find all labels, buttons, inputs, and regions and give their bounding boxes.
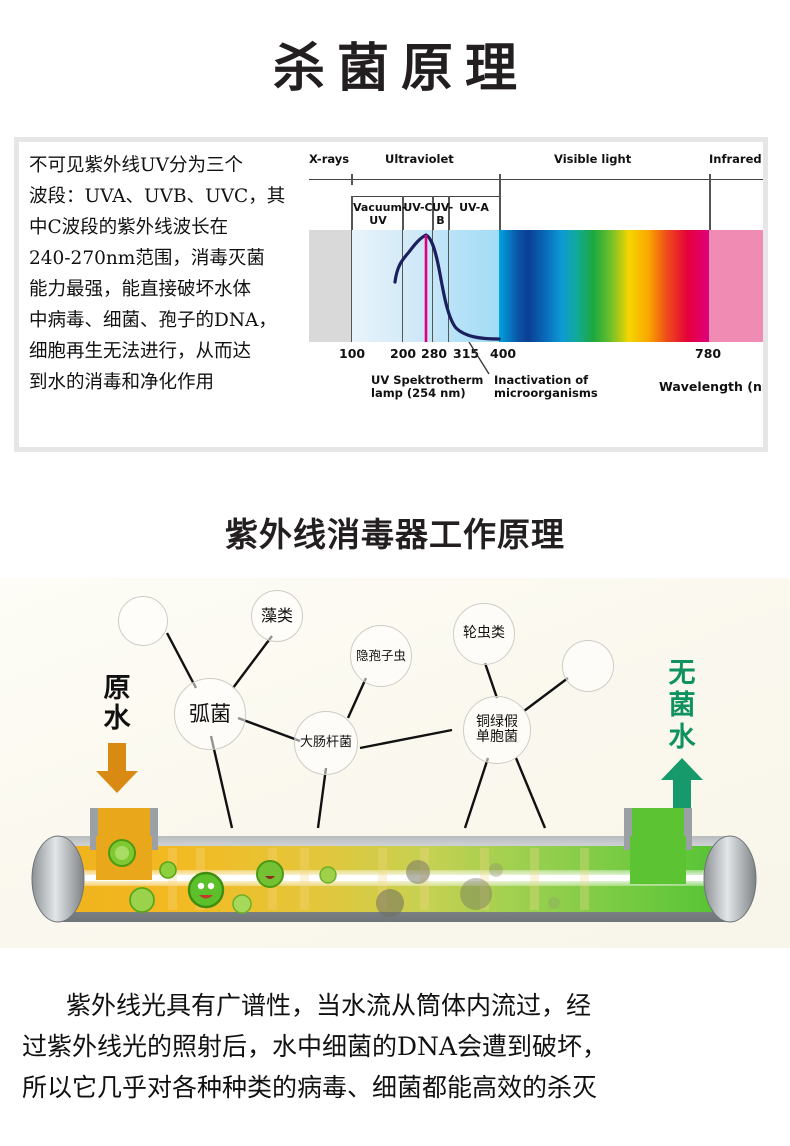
connector-rotifer-pseudo — [483, 662, 499, 699]
inlet-arrow-icon — [96, 743, 138, 793]
connector-pseudo-empty2 — [523, 677, 569, 712]
tick-label-280: 280 — [421, 346, 448, 361]
outlet-label-line2: 菌 — [668, 690, 696, 721]
node-empty-2[interactable] — [562, 640, 614, 692]
subband-vacuum-uv-line1: Vacuum- — [353, 201, 407, 214]
note-inactivation-line2: microorganisms — [494, 386, 598, 400]
spectrum-region-infrared — [709, 230, 763, 342]
intro-line: 不可见紫外线UV分为三个 — [29, 155, 243, 176]
intro-line: 240-270nm范围，消毒灭菌 — [29, 248, 265, 269]
connector-ecoli-pseudo — [359, 728, 453, 750]
footer-line: 所以它几乎对各种种类的病毒、细菌都能高效的杀灭 — [22, 1073, 598, 1102]
band-label-visible: Visible light — [554, 152, 632, 166]
connector-crypto-ecoli — [346, 677, 368, 719]
subband-uvb-line1: UV- — [432, 201, 454, 214]
annotation-leader-svg — [468, 342, 490, 375]
node-algae[interactable]: 藻类 — [251, 590, 303, 642]
note-lamp-line1: UV Spektrotherm — [371, 373, 484, 387]
subband-vacuum-uv-line2: UV — [369, 213, 387, 227]
spectrum-color-bar — [309, 230, 763, 342]
connector-algae-vibrio — [232, 635, 273, 689]
spectrum-region-visible — [499, 230, 709, 342]
node-cryptosporidium[interactable]: 隐孢子虫 — [350, 625, 412, 687]
spectrum-divider-315 — [448, 230, 450, 342]
intro-line: 中C波段的紫外线波长在 — [29, 217, 229, 238]
axis-tick-100 — [351, 174, 353, 185]
footer-paragraph: 紫外线光具有广谱性，当水流从筒体内流过，经 过紫外线光的照射后，水中细菌的DNA… — [22, 985, 768, 1108]
intro-line: 细胞再生无法进行，从而达 — [29, 341, 252, 362]
germicidal-curve-svg — [393, 233, 501, 342]
node-rotifer[interactable]: 轮虫类 — [453, 603, 515, 665]
node-label: 弧菌 — [189, 701, 231, 726]
microbe-group-live — [108, 839, 337, 914]
tick-label-780: 780 — [695, 346, 722, 361]
spectrum-axis-line — [309, 179, 763, 180]
uv-reactor-tube — [31, 808, 757, 923]
inlet-label-line1: 原 — [103, 673, 131, 704]
connector-pseudo-tube-right — [514, 757, 547, 829]
subband-uvc: UV-C — [403, 201, 433, 214]
node-empty-1[interactable] — [118, 596, 168, 646]
subtick-315 — [448, 196, 450, 230]
microbe-group-inactivated — [376, 860, 560, 917]
band-label-infrared: Infrared — [709, 152, 762, 166]
intro-line: 能力最强，能直接破坏水体 — [29, 279, 252, 300]
spectrum-divider-200 — [402, 230, 404, 342]
node-label: 大肠杆菌 — [299, 734, 352, 750]
connector-ecoli-tube — [316, 767, 328, 829]
band-label-ultraviolet: Ultraviolet — [385, 152, 454, 166]
germicidal-curve-path — [393, 233, 501, 341]
page-title: 杀菌原理 — [272, 38, 529, 99]
inlet-label-line2: 水 — [103, 703, 131, 734]
outlet-label-line1: 无 — [668, 658, 696, 689]
node-label: 轮虫类 — [463, 625, 505, 642]
subtick-200 — [402, 196, 404, 230]
tick-label-200: 200 — [390, 346, 417, 361]
connector-vibrio-ecoli — [237, 716, 301, 743]
subband-uva: UV-A — [459, 201, 489, 214]
footer-line: 过紫外线光的照射后，水中细菌的DNA会遭到破坏， — [22, 1032, 607, 1061]
reactor-diagram: 藻类 弧菌 隐孢子虫 轮虫类 大肠杆菌 铜绿假 单胞菌 原 水 — [0, 578, 790, 948]
footer-line: 紫外线光具有广谱性，当水流从筒体内流过，经 — [66, 991, 592, 1020]
spectrum-chart: X-rays Ultraviolet Visible light Infrare… — [309, 152, 763, 442]
node-pseudomonas[interactable]: 铜绿假 单胞菌 — [463, 696, 531, 764]
node-label-line1: 铜绿假 — [476, 713, 518, 730]
connector-pseudo-tube-left — [463, 757, 490, 829]
intro-line: 波段：UVA、UVB、UVC，其 — [29, 186, 286, 207]
section-title-reactor: 紫外线消毒器工作原理 — [225, 515, 565, 554]
spectrum-band-labels: X-rays Ultraviolet Visible light Infrare… — [309, 152, 763, 174]
intro-paragraph: 不可见紫外线UV分为三个 波段：UVA、UVB、UVC，其 中C波段的紫外线波长… — [29, 150, 329, 398]
subtick-280 — [432, 196, 434, 230]
intro-panel: 不可见紫外线UV分为三个 波段：UVA、UVB、UVC，其 中C波段的紫外线波长… — [14, 137, 768, 452]
note-lamp-line2: lamp (254 nm) — [371, 386, 466, 400]
node-connector-svg — [165, 632, 569, 829]
note-inactivation-line1: Inactivation of — [494, 373, 589, 387]
node-label-line2: 单胞菌 — [476, 729, 518, 745]
node-vibrio[interactable]: 弧菌 — [174, 678, 246, 750]
node-label: 隐孢子虫 — [355, 648, 406, 664]
intro-line: 中病毒、细菌、孢子的DNA， — [29, 310, 277, 331]
subband-uvb-line2: B — [436, 213, 445, 227]
tick-label-100: 100 — [339, 346, 366, 361]
outlet-label: 无 菌 水 — [665, 658, 699, 754]
uv-subband-axis — [351, 196, 499, 197]
tick-label-315: 315 — [453, 346, 480, 361]
inlet-label: 原 水 — [100, 674, 134, 734]
node-ecoli[interactable]: 大肠杆菌 — [294, 711, 358, 775]
spectrum-divider-100 — [351, 230, 353, 342]
node-label: 藻类 — [260, 606, 293, 626]
intro-line: 到水的消毒和净化作用 — [29, 372, 215, 393]
outlet-label-line3: 水 — [668, 722, 696, 753]
axis-caption-wavelength: Wavelength (nm) — [659, 379, 763, 394]
spectrum-divider-280 — [432, 230, 434, 342]
connector-vibrio-tube — [209, 735, 234, 829]
subtick-100 — [351, 196, 353, 230]
outlet-arrow-icon — [661, 758, 703, 808]
spectrum-region-xray — [309, 230, 351, 342]
connector-empty1-vibrio — [165, 632, 198, 689]
band-label-xrays: X-rays — [309, 152, 350, 166]
tick-label-400: 400 — [490, 346, 517, 361]
leader-line-inactivation — [468, 342, 490, 375]
